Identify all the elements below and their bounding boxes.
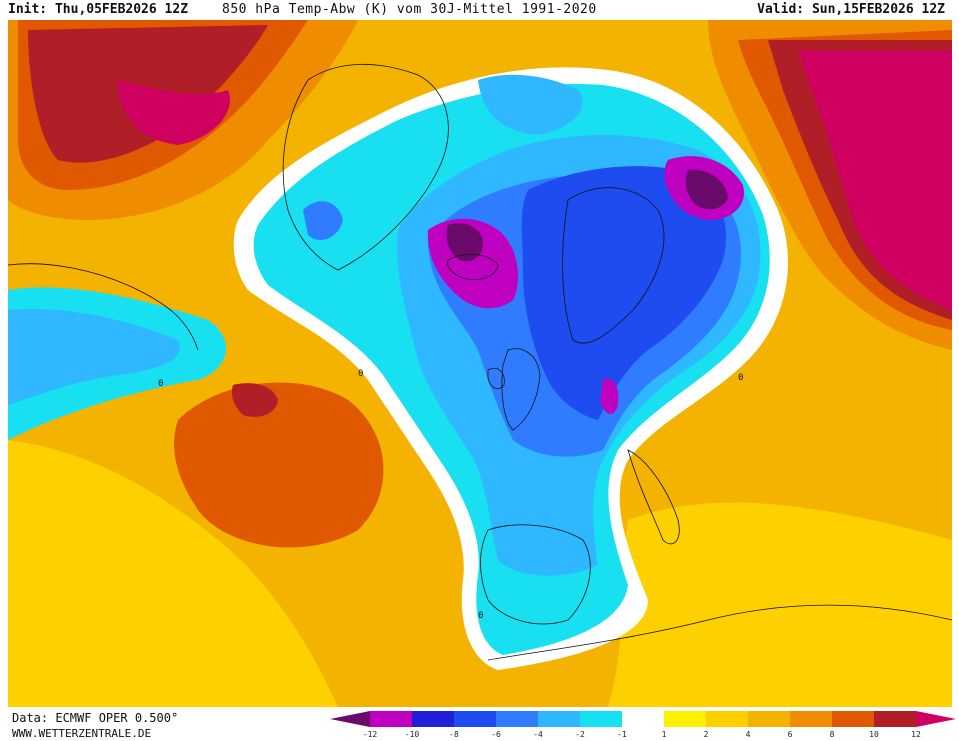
extreme-cold-russia <box>685 169 728 210</box>
legend-color-box <box>412 711 455 727</box>
hot-blob-atlantic <box>231 383 278 417</box>
coast-north-africa <box>487 604 952 661</box>
legend-arrow-min <box>330 711 370 727</box>
very-hot-nw <box>118 80 230 145</box>
legend-color-box <box>454 711 497 727</box>
legend-tick-label: 12 <box>911 730 921 739</box>
contour-label: 0 <box>478 611 483 621</box>
legend-color-box <box>748 711 791 727</box>
contour-label: 0 <box>158 379 163 389</box>
very-hot-ne <box>798 50 952 310</box>
contour-labels: 0 0 0 0 <box>158 369 743 621</box>
header: Init: Thu,05FEB2026 12Z 850 hPa Temp-Abw… <box>0 0 959 20</box>
coast-italy <box>627 449 680 545</box>
legend-color-box <box>664 711 707 727</box>
cold-zone-greenland <box>303 201 343 240</box>
legend-tick-label: -4 <box>533 730 543 739</box>
very-cold-baltic <box>600 378 619 415</box>
coast-scandinavia <box>562 187 665 344</box>
legend-tick-label: 10 <box>869 730 879 739</box>
legend-tick-label: 6 <box>787 730 793 739</box>
yellow-zone-africa <box>608 502 952 707</box>
legend-colorbar <box>330 711 956 727</box>
anomaly-map: 0 0 0 0 <box>8 20 952 707</box>
legend-tick-label: -2 <box>575 730 585 739</box>
website-credit: WWW.WETTERZENTRALE.DE <box>12 727 152 740</box>
yellow-zone-sw <box>8 440 338 707</box>
valid-time: Valid: Sun,15FEB2026 12Z <box>757 2 945 17</box>
legend-color-box <box>370 711 413 727</box>
map-svg: 0 0 0 0 <box>8 20 952 707</box>
legend-color-box <box>580 711 623 727</box>
legend-tick-label: -8 <box>449 730 459 739</box>
coast-ireland <box>487 368 505 389</box>
legend-color-box <box>832 711 875 727</box>
coast-north-america <box>8 263 199 351</box>
cold-zone-strong <box>521 166 726 420</box>
colder-band-west <box>8 309 180 405</box>
legend-tick-label: 4 <box>745 730 751 739</box>
color-legend: -12 -10 -8 -6 -4 -2 -1 1 2 4 6 8 10 12 <box>330 711 956 741</box>
legend-arrow-max <box>916 711 956 727</box>
contour-label: 0 <box>738 373 743 383</box>
legend-tick-label: -1 <box>617 730 627 739</box>
data-source: Data: ECMWF OPER 0.500° <box>12 711 179 725</box>
legend-color-box <box>622 711 665 727</box>
legend-color-box <box>790 711 833 727</box>
legend-color-box <box>874 711 917 727</box>
footer: Data: ECMWF OPER 0.500° WWW.WETTERZENTRA… <box>0 707 959 741</box>
coast-greenland <box>282 63 449 271</box>
init-time: Init: Thu,05FEB2026 12Z <box>8 2 189 17</box>
legend-color-box <box>538 711 581 727</box>
legend-tick-label: -12 <box>362 730 378 739</box>
coastlines <box>8 63 952 661</box>
orange-zone-east <box>638 320 952 540</box>
warm-blob-atlantic <box>174 382 384 548</box>
legend-tick-label: -10 <box>404 730 420 739</box>
extreme-cold-iceland <box>446 223 484 262</box>
coast-britain <box>501 348 541 431</box>
legend-color-box <box>496 711 539 727</box>
cold-zone-arctic <box>478 74 583 135</box>
legend-tick-label: -6 <box>491 730 501 739</box>
coast-iberia <box>480 524 591 625</box>
legend-tick-label: 8 <box>829 730 835 739</box>
legend-tick-label: 1 <box>661 730 667 739</box>
chart-title: 850 hPa Temp-Abw (K) vom 30J-Mittel 1991… <box>222 2 597 17</box>
legend-color-box <box>706 711 749 727</box>
coast-iceland <box>447 254 499 280</box>
legend-tick-label: 2 <box>703 730 709 739</box>
contour-label: 0 <box>358 369 363 379</box>
